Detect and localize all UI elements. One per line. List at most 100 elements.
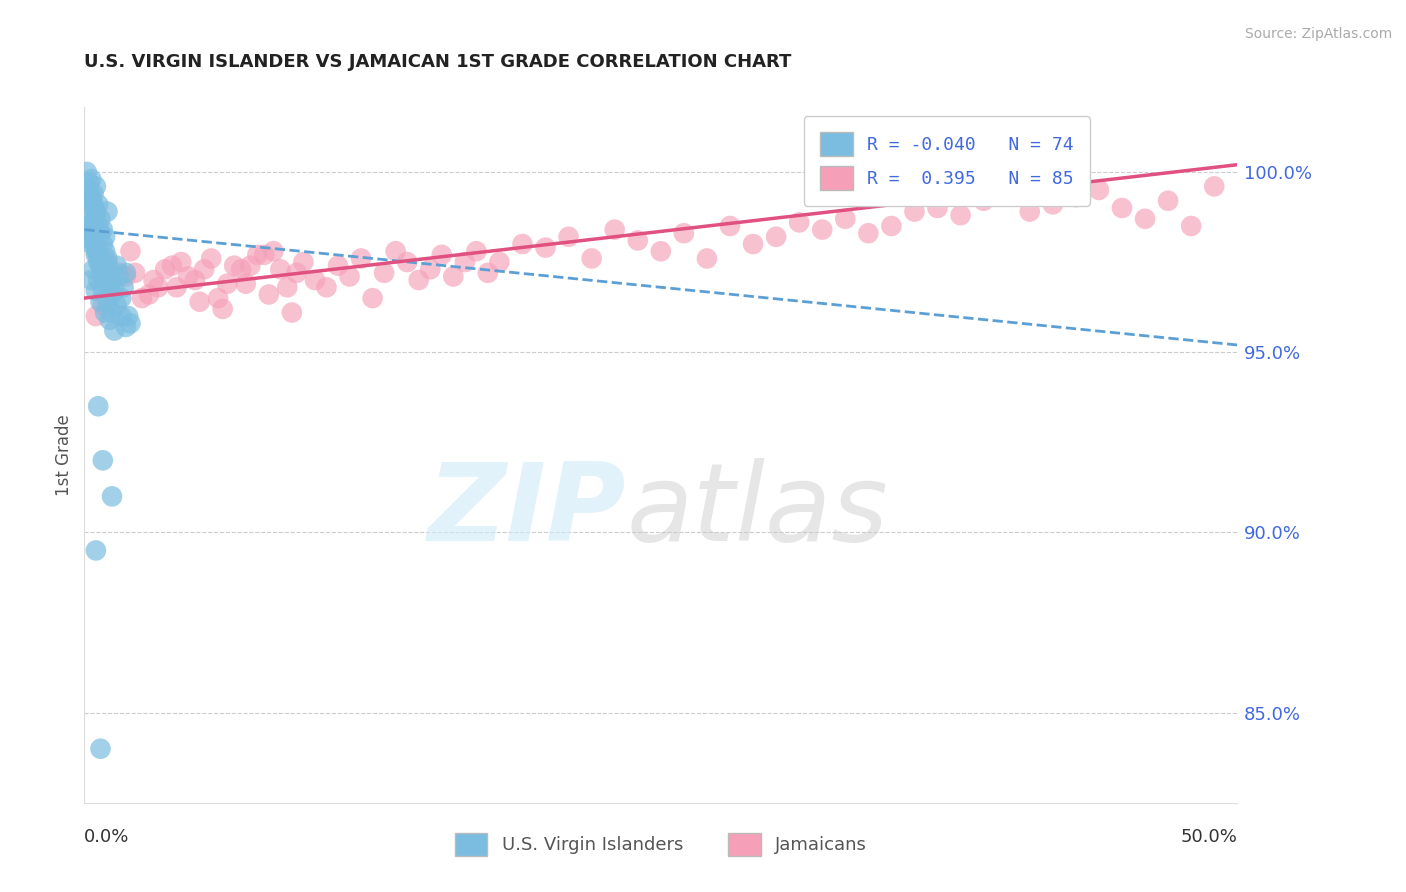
Point	[89, 741, 111, 756]
Point	[903, 204, 925, 219]
Point	[91, 237, 114, 252]
Point	[101, 305, 124, 319]
Point	[396, 255, 419, 269]
Point	[231, 262, 253, 277]
Point	[87, 197, 110, 211]
Point	[650, 244, 672, 259]
Point	[811, 222, 834, 236]
Point	[858, 226, 880, 240]
Point	[110, 291, 132, 305]
Point	[98, 262, 121, 277]
Point	[87, 255, 110, 269]
Point	[465, 244, 488, 259]
Point	[83, 262, 105, 277]
Point	[96, 294, 118, 309]
Point	[80, 273, 103, 287]
Point	[83, 201, 105, 215]
Point	[1018, 204, 1040, 219]
Point	[184, 273, 207, 287]
Point	[269, 262, 291, 277]
Point	[112, 280, 135, 294]
Point	[105, 298, 128, 312]
Point	[419, 262, 441, 277]
Point	[101, 489, 124, 503]
Point	[995, 186, 1018, 201]
Point	[83, 234, 105, 248]
Point	[77, 219, 100, 233]
Point	[96, 266, 118, 280]
Point	[105, 259, 128, 273]
Point	[98, 312, 121, 326]
Point	[1042, 197, 1064, 211]
Point	[94, 305, 117, 319]
Point	[315, 280, 337, 294]
Legend: U.S. Virgin Islanders, Jamaicans: U.S. Virgin Islanders, Jamaicans	[447, 826, 875, 863]
Point	[292, 255, 315, 269]
Point	[1157, 194, 1180, 208]
Point	[1204, 179, 1226, 194]
Text: Source: ZipAtlas.com: Source: ZipAtlas.com	[1244, 27, 1392, 41]
Point	[84, 244, 107, 259]
Point	[84, 204, 107, 219]
Point	[87, 248, 110, 262]
Point	[177, 269, 200, 284]
Point	[91, 266, 114, 280]
Point	[339, 269, 361, 284]
Point	[257, 287, 280, 301]
Point	[718, 219, 741, 233]
Point	[87, 219, 110, 233]
Point	[787, 215, 810, 229]
Point	[160, 259, 183, 273]
Point	[80, 172, 103, 186]
Point	[91, 255, 114, 269]
Point	[131, 291, 153, 305]
Text: atlas: atlas	[626, 458, 889, 563]
Point	[477, 266, 499, 280]
Point	[117, 309, 139, 323]
Point	[146, 280, 169, 294]
Point	[84, 237, 107, 252]
Point	[83, 186, 105, 201]
Point	[120, 244, 142, 259]
Point	[77, 183, 100, 197]
Point	[1111, 201, 1133, 215]
Point	[124, 266, 146, 280]
Point	[94, 244, 117, 259]
Point	[89, 226, 111, 240]
Point	[200, 252, 222, 266]
Point	[94, 269, 117, 284]
Point	[77, 222, 100, 236]
Point	[834, 211, 856, 226]
Point	[384, 244, 406, 259]
Point	[76, 208, 98, 222]
Point	[91, 269, 114, 284]
Point	[84, 179, 107, 194]
Point	[115, 320, 138, 334]
Point	[120, 316, 142, 330]
Point	[166, 280, 188, 294]
Point	[350, 252, 373, 266]
Point	[91, 298, 114, 312]
Point	[91, 222, 114, 236]
Point	[108, 266, 131, 280]
Point	[84, 284, 107, 298]
Point	[262, 244, 284, 259]
Point	[87, 273, 110, 287]
Point	[153, 262, 176, 277]
Point	[89, 259, 111, 273]
Point	[488, 255, 510, 269]
Point	[557, 229, 579, 244]
Point	[408, 273, 430, 287]
Point	[239, 259, 262, 273]
Text: 0.0%: 0.0%	[84, 828, 129, 846]
Point	[276, 280, 298, 294]
Point	[89, 259, 111, 273]
Point	[361, 291, 384, 305]
Point	[285, 266, 308, 280]
Text: 50.0%: 50.0%	[1181, 828, 1237, 846]
Point	[115, 266, 138, 280]
Point	[246, 248, 269, 262]
Point	[512, 237, 534, 252]
Point	[224, 259, 246, 273]
Point	[101, 273, 124, 287]
